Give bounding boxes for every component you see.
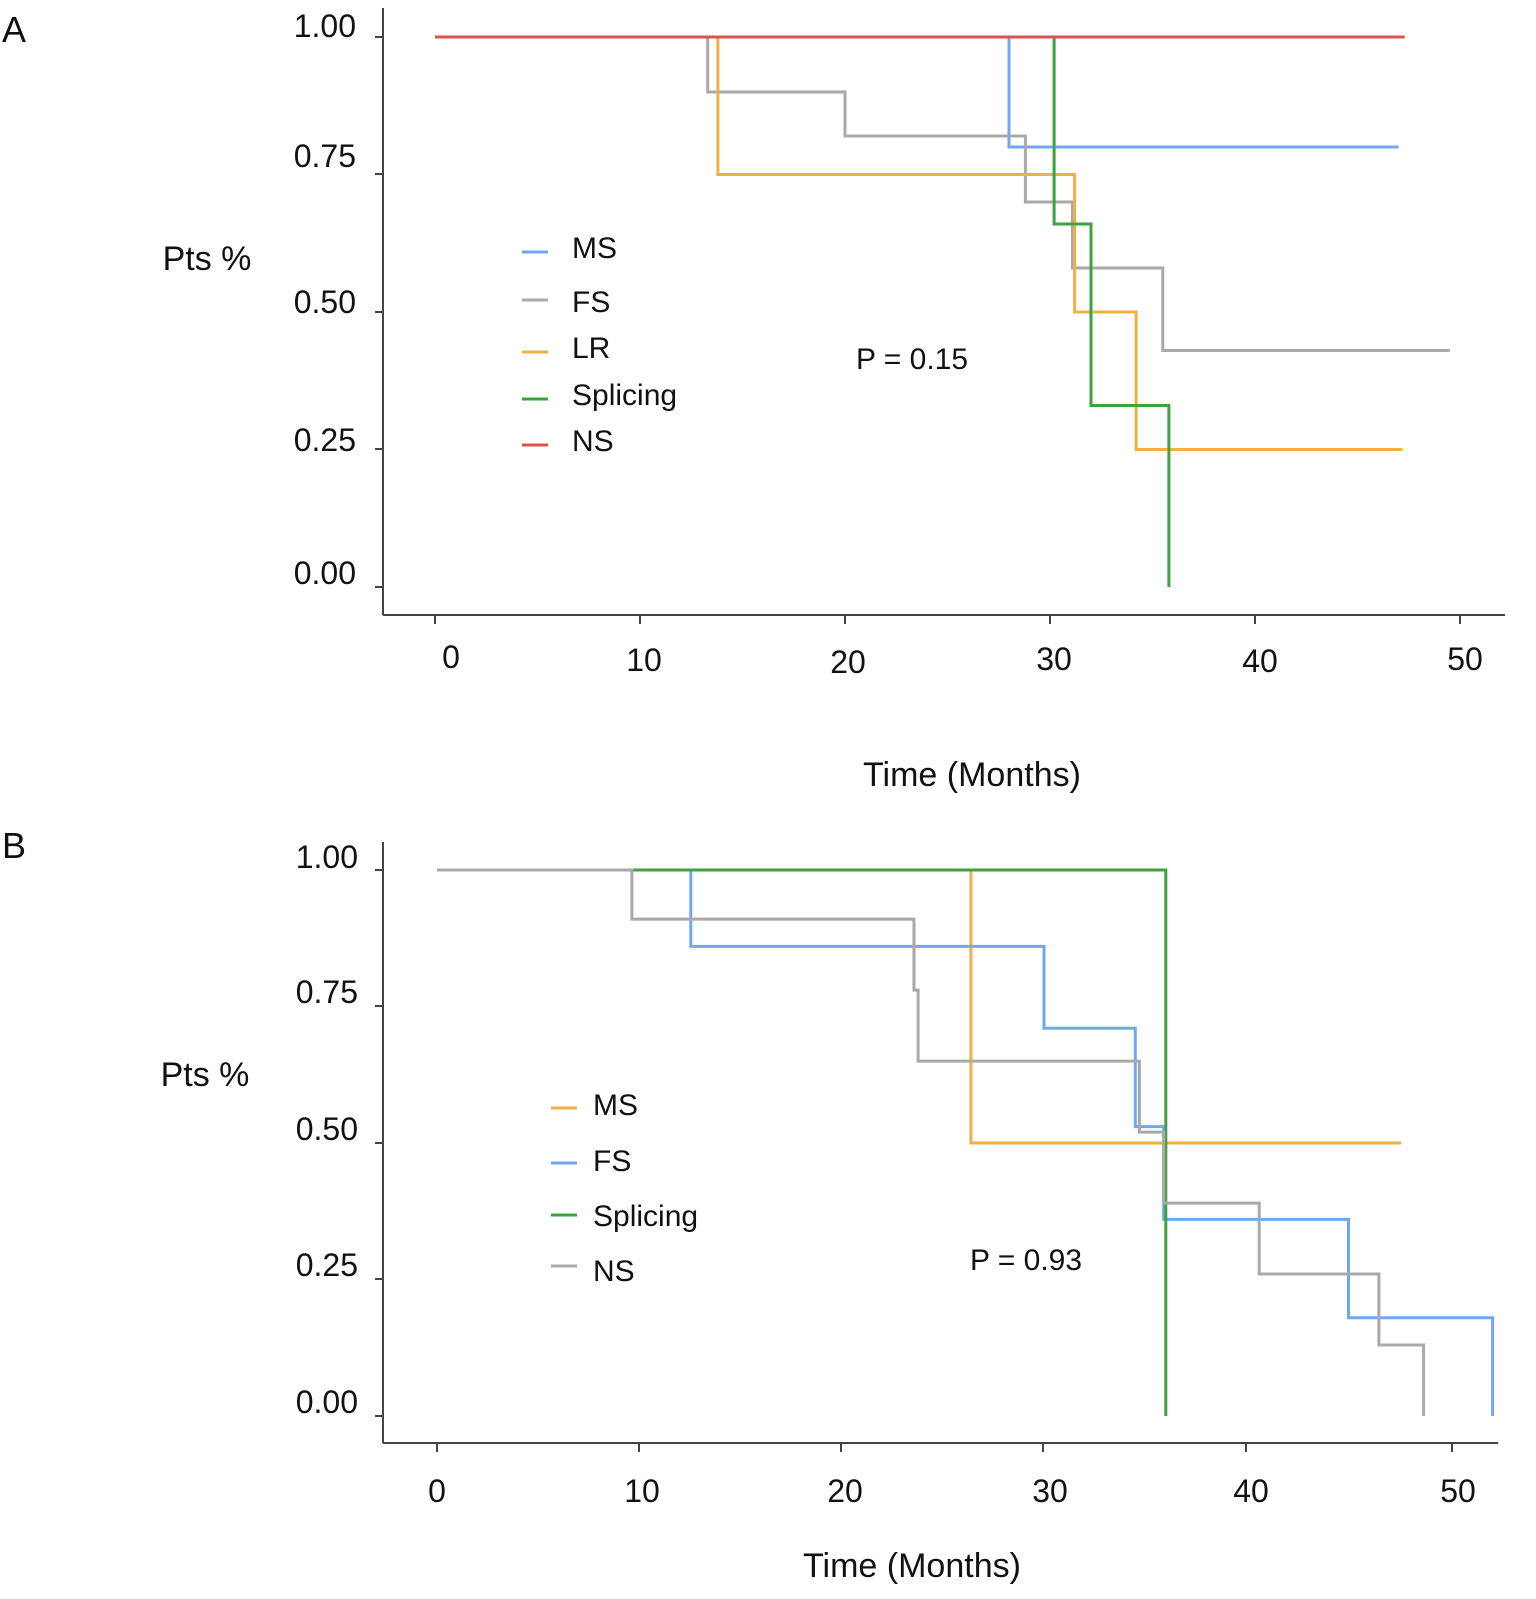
panel-b-y-ticks: 1.00 0.75 0.50 0.25 0.00 bbox=[296, 839, 383, 1420]
legend-label: NS bbox=[572, 425, 614, 458]
panel-a-x-ticks: 0 10 20 30 40 50 bbox=[434, 615, 1483, 680]
panel-a-series-lr-line bbox=[435, 35, 1403, 451]
panel-b-y-tick-label: 0.25 bbox=[296, 1247, 358, 1283]
panel-b-y-tick-label: 0.50 bbox=[296, 1111, 358, 1147]
legend-label: Splicing bbox=[572, 379, 677, 412]
panel-a-x-axis-title: Time (Months) bbox=[863, 756, 1081, 794]
panel-b-legend: MS FS Splicing NS bbox=[551, 1089, 698, 1288]
panel-a-curves bbox=[435, 35, 1450, 587]
legend-label: MS bbox=[593, 1089, 638, 1122]
panel-b-x-axis-title: Time (Months) bbox=[803, 1547, 1021, 1585]
panel-b-x-ticks: 0 10 20 30 40 50 bbox=[428, 1443, 1476, 1509]
panel-a-x-tick-label: 40 bbox=[1242, 643, 1278, 679]
panel-b-series-ns-line bbox=[437, 868, 1426, 1416]
legend-label: MS bbox=[572, 232, 617, 265]
panel-a-y-tick-label: 0.25 bbox=[294, 422, 356, 458]
panel-b-letter: B bbox=[2, 825, 26, 866]
panel-a: A 1.00 0.75 0.50 0.25 0.00 0 10 20 bbox=[2, 8, 1505, 794]
panel-a-y-ticks: 1.00 0.75 0.50 0.25 0.00 bbox=[294, 8, 383, 591]
panel-a-series-fs-line bbox=[435, 35, 1450, 352]
panel-b-y-tick-label: 1.00 bbox=[296, 839, 358, 875]
panel-a-y-tick-label: 1.00 bbox=[294, 8, 356, 44]
panel-b-series-splicing-line bbox=[437, 868, 1168, 1416]
panel-a-p-value: P = 0.15 bbox=[856, 343, 968, 376]
panel-a-x-tick-label: 50 bbox=[1447, 641, 1483, 677]
panel-b-x-tick-label: 30 bbox=[1032, 1473, 1068, 1509]
panel-a-y-axis-title: Pts % bbox=[163, 240, 252, 278]
panel-b-x-tick-label: 10 bbox=[624, 1473, 660, 1509]
panel-a-x-tick-label: 10 bbox=[626, 642, 662, 678]
panel-b-x-tick-label: 50 bbox=[1440, 1473, 1476, 1509]
panel-a-y-tick-label: 0.75 bbox=[294, 138, 356, 174]
panel-b-y-tick-label: 0.00 bbox=[296, 1384, 358, 1420]
legend-label: Splicing bbox=[593, 1200, 698, 1233]
panel-b-x-tick-label: 40 bbox=[1233, 1473, 1269, 1509]
legend-label: NS bbox=[593, 1255, 635, 1288]
legend-label: LR bbox=[572, 332, 610, 365]
panel-b-curves bbox=[437, 868, 1495, 1416]
legend-label: FS bbox=[572, 286, 610, 319]
panel-a-series-splicing-line bbox=[435, 35, 1171, 587]
panel-b-x-tick-label: 0 bbox=[428, 1473, 446, 1509]
panel-a-x-tick-label: 30 bbox=[1036, 641, 1072, 677]
panel-b-y-tick-label: 0.75 bbox=[296, 974, 358, 1010]
panel-a-y-tick-label: 0.00 bbox=[294, 555, 356, 591]
panel-b-y-axis-title: Pts % bbox=[161, 1056, 250, 1094]
legend-label: FS bbox=[593, 1145, 631, 1178]
panel-a-series-ms-line bbox=[435, 35, 1399, 149]
panel-b-p-value: P = 0.93 bbox=[970, 1244, 1082, 1277]
panel-a-legend: MS FS LR Splicing NS bbox=[522, 232, 677, 458]
panel-b-series-fs-line bbox=[437, 868, 1495, 1416]
panel-b-x-tick-label: 20 bbox=[827, 1473, 863, 1509]
panel-a-x-tick-label: 20 bbox=[830, 644, 866, 680]
panel-b: B 1.00 0.75 0.50 0.25 0.00 0 10 20 30 bbox=[2, 825, 1498, 1585]
panel-a-letter: A bbox=[2, 9, 26, 50]
panel-a-y-tick-label: 0.50 bbox=[294, 284, 356, 320]
panel-a-x-tick-label: 0 bbox=[442, 639, 460, 675]
